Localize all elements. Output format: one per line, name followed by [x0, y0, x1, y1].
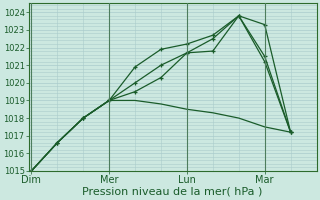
X-axis label: Pression niveau de la mer( hPa ): Pression niveau de la mer( hPa ): [83, 187, 263, 197]
